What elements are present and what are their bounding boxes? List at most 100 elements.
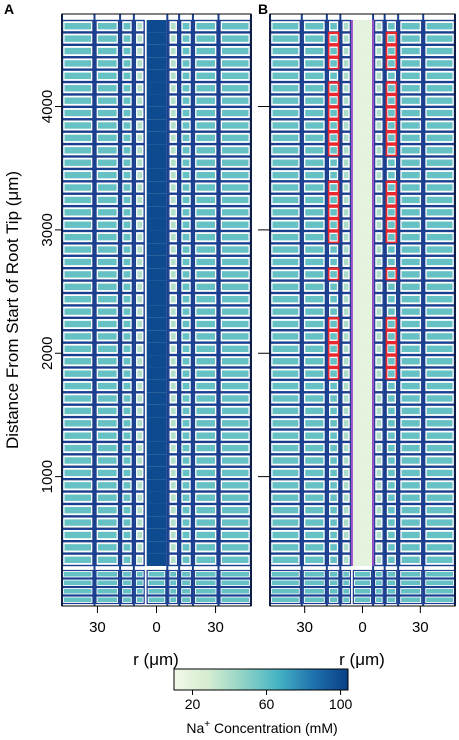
cell-fill <box>196 420 216 427</box>
cell-fill <box>272 320 299 328</box>
cell-fill <box>272 35 299 42</box>
cell-fill <box>137 407 143 415</box>
cell-fill <box>196 221 216 228</box>
cell-fill <box>97 209 117 216</box>
cell-fill <box>196 184 216 191</box>
cell-fill <box>182 271 190 278</box>
cell-fill <box>388 556 395 563</box>
cell-fill <box>123 544 131 551</box>
cell-fill <box>170 308 176 315</box>
cell-fill <box>222 196 249 204</box>
cell-fill <box>170 296 176 303</box>
cell-fill <box>330 308 337 315</box>
cell-fill <box>196 469 216 477</box>
cell-fill <box>137 258 143 266</box>
cell-fill <box>376 395 382 402</box>
cell-fill <box>272 47 299 55</box>
cell-fill <box>426 258 453 266</box>
cell-fill <box>123 196 131 204</box>
cell-fill <box>272 482 299 489</box>
cell-fill <box>97 444 117 452</box>
cell-fill <box>272 420 299 427</box>
cell-fill <box>123 60 131 67</box>
cell-fill <box>222 506 249 514</box>
cell-fill <box>170 97 176 104</box>
cell-fill <box>64 494 91 501</box>
center-column-cell <box>352 305 373 318</box>
cell-fill <box>401 283 420 290</box>
cell-fill <box>222 345 249 353</box>
cell-fill <box>376 258 382 266</box>
y-axis-title: Distance From Start of Root Tip (μm) <box>3 171 22 449</box>
cell-fill <box>388 171 395 179</box>
panel-a-cells <box>61 14 252 606</box>
cell-fill <box>401 209 420 216</box>
center-column-cell <box>352 44 373 58</box>
center-column-cell <box>146 330 167 343</box>
cell-fill <box>330 159 337 166</box>
cell-fill <box>182 395 190 402</box>
cell-fill <box>137 358 143 365</box>
tip-cell-fill <box>170 589 177 594</box>
cell-fill <box>64 482 91 489</box>
cell-fill <box>182 258 190 266</box>
center-column-cell <box>146 218 167 231</box>
tip-cell-fill <box>376 580 382 585</box>
cell-fill <box>170 444 176 452</box>
cell-fill <box>426 109 453 117</box>
tip-cell-fill <box>136 597 143 602</box>
cell-fill <box>272 271 299 278</box>
cell-fill <box>170 196 176 204</box>
cell-fill <box>330 469 337 477</box>
cell-fill <box>388 519 395 526</box>
cell-fill <box>196 122 216 129</box>
cell-fill <box>222 296 249 303</box>
cell-fill <box>426 233 453 241</box>
cell-fill <box>196 432 216 439</box>
tip-cell-fill <box>195 572 216 577</box>
cell-fill <box>182 370 190 377</box>
cell-fill <box>272 432 299 439</box>
cell-fill <box>426 531 453 539</box>
cell-fill <box>305 457 324 464</box>
cell-fill <box>137 519 143 526</box>
cell-fill <box>64 209 91 216</box>
cell-fill <box>376 134 382 142</box>
cell-fill <box>401 333 420 340</box>
cell-fill <box>196 444 216 452</box>
cell-fill <box>196 519 216 526</box>
cell-fill <box>426 358 453 365</box>
cell-fill <box>305 246 324 253</box>
cell-fill <box>123 482 131 489</box>
cell-fill <box>330 233 337 241</box>
center-column-cell <box>352 491 373 504</box>
center-column-cell <box>146 379 167 393</box>
cell-fill <box>376 556 382 563</box>
cell-fill <box>170 395 176 402</box>
cell-fill <box>64 134 91 142</box>
cell-fill <box>343 134 349 142</box>
tip-cell-fill <box>97 572 118 577</box>
cell-fill <box>272 395 299 402</box>
cell-fill <box>97 382 117 390</box>
cell-fill <box>330 333 337 340</box>
cell-fill <box>182 320 190 328</box>
cell-fill <box>123 420 131 427</box>
cell-fill <box>170 271 176 278</box>
cell-fill <box>426 60 453 67</box>
cell-fill <box>330 209 337 216</box>
cell-fill <box>182 47 190 55</box>
cell-fill <box>196 333 216 340</box>
cell-fill <box>64 283 91 290</box>
cell-fill <box>196 494 216 501</box>
cell-fill <box>376 196 382 204</box>
cell-fill <box>137 544 143 551</box>
tip-cell-fill <box>195 589 216 594</box>
cell-fill <box>376 432 382 439</box>
cell-fill <box>170 556 176 563</box>
cell-fill <box>330 184 337 191</box>
cell-fill <box>272 147 299 154</box>
center-column-cell <box>352 32 373 45</box>
cell-fill <box>343 72 349 80</box>
tip-cell-fill <box>170 597 177 602</box>
